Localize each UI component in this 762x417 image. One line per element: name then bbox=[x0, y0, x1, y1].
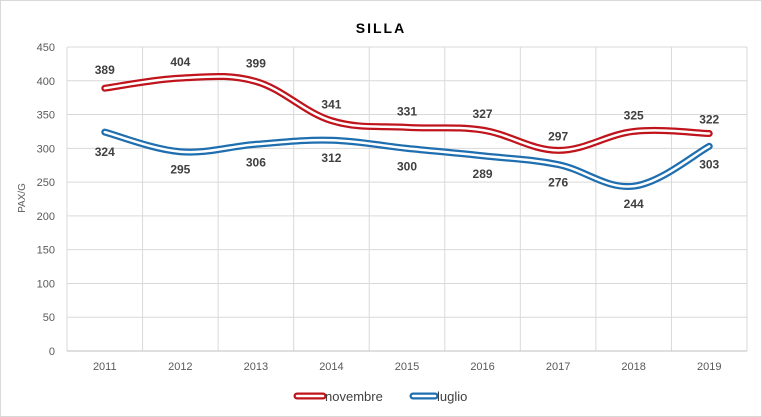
data-label-luglio: 300 bbox=[397, 159, 417, 173]
data-label-luglio: 276 bbox=[548, 176, 568, 190]
x-tick-label: 2019 bbox=[697, 361, 721, 373]
x-tick-label: 2018 bbox=[621, 361, 645, 373]
chart-title: SILLA bbox=[356, 20, 406, 36]
legend: novembre luglio bbox=[293, 389, 467, 404]
series-line-luglio-inner bbox=[103, 130, 711, 188]
data-label-luglio: 244 bbox=[624, 197, 644, 211]
data-label-novembre: 399 bbox=[246, 56, 266, 70]
y-tick-label: 200 bbox=[37, 211, 55, 223]
data-label-luglio: 324 bbox=[95, 145, 115, 159]
data-label-novembre: 341 bbox=[321, 98, 341, 112]
y-tick-label: 450 bbox=[37, 42, 55, 54]
data-label-luglio: 312 bbox=[321, 151, 341, 165]
x-tick-label: 2011 bbox=[93, 361, 117, 373]
y-tick-label: 300 bbox=[37, 143, 55, 155]
data-label-novembre: 297 bbox=[548, 129, 568, 143]
series-line-novembre-inner bbox=[103, 75, 711, 152]
data-label-novembre: 404 bbox=[170, 55, 190, 69]
legend-label-luglio: luglio bbox=[437, 389, 467, 404]
x-tick-label: 2016 bbox=[470, 361, 494, 373]
y-tick-label: 100 bbox=[37, 278, 55, 290]
data-label-novembre: 322 bbox=[699, 112, 719, 126]
gridlines bbox=[66, 46, 748, 352]
x-tick-label: 2012 bbox=[168, 361, 192, 373]
x-tick-label: 2017 bbox=[546, 361, 570, 373]
legend-label-novembre: novembre bbox=[325, 389, 383, 404]
data-label-novembre: 327 bbox=[473, 107, 493, 121]
y-tick-label: 400 bbox=[37, 76, 55, 88]
y-axis-label: PAX/G bbox=[17, 183, 28, 213]
y-tick-label: 150 bbox=[37, 245, 55, 257]
data-label-luglio: 306 bbox=[246, 155, 266, 169]
x-tick-label: 2015 bbox=[395, 361, 419, 373]
series-lines bbox=[101, 72, 713, 191]
data-label-luglio: 295 bbox=[170, 163, 190, 177]
data-label-novembre: 331 bbox=[397, 104, 417, 118]
x-tick-label: 2014 bbox=[319, 361, 343, 373]
data-label-luglio: 303 bbox=[699, 157, 719, 171]
y-tick-label: 250 bbox=[37, 177, 55, 189]
data-label-novembre: 325 bbox=[624, 108, 644, 122]
data-label-novembre: 389 bbox=[95, 63, 115, 77]
data-label-luglio: 289 bbox=[473, 167, 493, 181]
y-tick-label: 50 bbox=[43, 312, 55, 324]
data-labels: 389 404 399 341 331 327 297 325 322 324 295 306 312 3… bbox=[95, 55, 720, 211]
y-tick-label: 0 bbox=[49, 346, 55, 358]
x-tick-label: 2013 bbox=[244, 361, 268, 373]
axes: 0 50 100 150 200 250 300 350 400 450 2011 2012 2013 2… bbox=[37, 42, 747, 373]
y-tick-label: 350 bbox=[37, 110, 55, 122]
